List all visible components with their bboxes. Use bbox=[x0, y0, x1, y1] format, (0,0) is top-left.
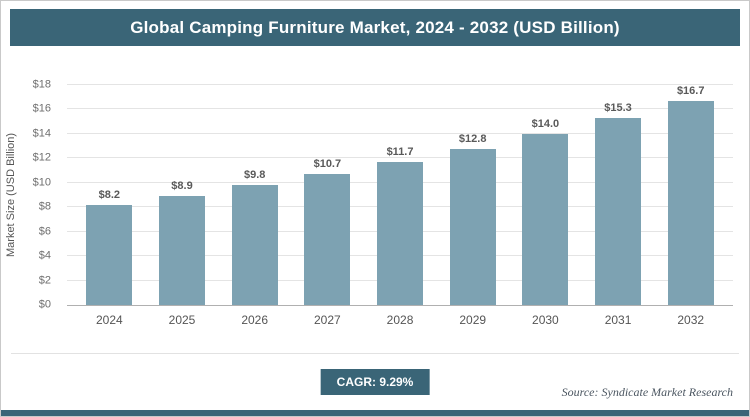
y-tick-label: $6 bbox=[38, 225, 51, 238]
y-tick-label: $16 bbox=[32, 102, 51, 115]
x-axis-label: 2031 bbox=[604, 313, 632, 327]
x-axis-label: 2025 bbox=[168, 313, 196, 327]
y-tick-label: $2 bbox=[38, 274, 51, 287]
bar-value-label: $10.7 bbox=[313, 158, 342, 171]
bar bbox=[86, 204, 133, 305]
plot-area: $8.2 $8.9 $9.8 $10.7 $11.7 $12.8 $14.0 $15.3 $16… bbox=[67, 84, 733, 306]
bar bbox=[231, 185, 278, 305]
bar bbox=[377, 162, 424, 305]
source-text: Source: Syndicate Market Research bbox=[561, 385, 733, 399]
bar-value-label: $16.7 bbox=[676, 85, 705, 97]
gridline bbox=[67, 132, 733, 134]
footer-strip bbox=[1, 410, 749, 416]
y-tick-label: $0 bbox=[38, 298, 51, 311]
bar-value-label: $14.0 bbox=[531, 117, 560, 130]
bar-cell: $11.7 bbox=[364, 85, 437, 305]
cagr-badge: CAGR: 9.29% bbox=[320, 369, 430, 395]
x-axis-label: 2029 bbox=[459, 313, 487, 327]
y-tick-label: $10 bbox=[32, 176, 51, 189]
x-axis-label: 2030 bbox=[532, 313, 559, 327]
bars-row: $8.2 $8.9 $9.8 $10.7 $11.7 $12.8 $14.0 $15.3 $16… bbox=[67, 85, 733, 305]
bar-cell: $14.0 bbox=[509, 85, 582, 305]
bar-cell: $12.8 bbox=[436, 85, 509, 305]
gridline bbox=[67, 108, 733, 110]
bar bbox=[449, 148, 496, 305]
y-tick-label: $4 bbox=[38, 249, 51, 262]
bar bbox=[595, 118, 642, 305]
bar-value-label: $9.8 bbox=[243, 169, 266, 182]
bar bbox=[522, 133, 569, 305]
bar-value-label: $12.8 bbox=[458, 132, 487, 145]
x-axis-label: 2032 bbox=[677, 313, 705, 327]
chart-title-bar: Global Camping Furniture Market, 2024 - … bbox=[10, 9, 740, 46]
bar bbox=[159, 196, 205, 305]
x-axis-label: 2027 bbox=[314, 313, 341, 327]
y-tick-label: $14 bbox=[32, 127, 51, 140]
bar-cell: $8.9 bbox=[146, 85, 219, 305]
footer-divider bbox=[11, 353, 739, 354]
bar-cell: $16.7 bbox=[654, 85, 727, 305]
x-axis-label: 2024 bbox=[95, 313, 123, 327]
bar-value-label: $8.9 bbox=[171, 180, 193, 193]
bar-cell: $9.8 bbox=[218, 85, 291, 305]
bar-value-label: $15.3 bbox=[604, 102, 632, 114]
bar bbox=[304, 174, 351, 305]
x-axis-label: 2026 bbox=[241, 313, 269, 327]
x-axis-label: 2028 bbox=[386, 313, 414, 327]
bar-value-label: $8.2 bbox=[98, 188, 121, 201]
gridline bbox=[67, 157, 733, 159]
bar-cell: $15.3 bbox=[582, 85, 655, 305]
y-tick-label: $18 bbox=[32, 78, 51, 91]
x-axis-labels: 2024 2025 2026 2027 2028 2029 2030 2031 2032 bbox=[67, 313, 733, 327]
y-tick-label: $12 bbox=[32, 151, 51, 164]
bar-cell: $10.7 bbox=[291, 85, 364, 305]
bar bbox=[667, 101, 714, 305]
y-axis-ticks: $0 $2 $4 $6 $8 $10 $12 $14 $16 $18 bbox=[1, 79, 59, 310]
bar-value-label: $11.7 bbox=[386, 146, 414, 158]
y-tick-label: $8 bbox=[38, 200, 51, 213]
gridline bbox=[67, 84, 733, 85]
chart-title: Global Camping Furniture Market, 2024 - … bbox=[130, 17, 620, 37]
bar-cell: $8.2 bbox=[73, 85, 146, 305]
